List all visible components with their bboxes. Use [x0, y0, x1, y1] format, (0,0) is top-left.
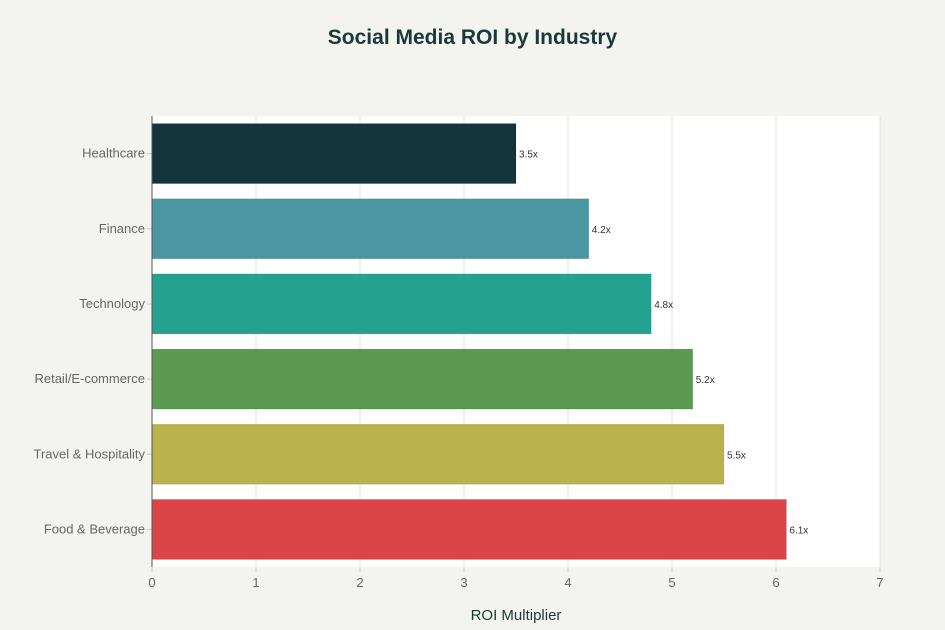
y-tick-label: Technology: [79, 296, 145, 311]
data-label: 5.2x: [696, 375, 715, 386]
y-tick-label: Retail/E-commerce: [34, 371, 145, 386]
data-label: 3.5x: [519, 150, 538, 161]
bar-retail-e-commerce: [151, 348, 694, 410]
bar-travel-hospitality: [151, 423, 725, 485]
plot-area: [152, 116, 880, 567]
bar-food-beverage: [151, 498, 787, 560]
data-label: 6.1x: [789, 525, 808, 536]
x-tick-label: 5: [668, 575, 675, 590]
data-label: 4.2x: [592, 225, 611, 236]
x-tick-label: 4: [564, 575, 571, 590]
x-tick-label: 0: [148, 575, 155, 590]
y-tick-label: Finance: [99, 221, 145, 236]
y-tick-label: Travel & Hospitality: [34, 446, 146, 461]
bar-healthcare: [151, 123, 517, 185]
data-label: 5.5x: [727, 450, 746, 461]
bar-technology: [151, 273, 652, 335]
x-tick-label: 7: [876, 575, 883, 590]
data-label: 4.8x: [654, 300, 673, 311]
x-tick-label: 3: [460, 575, 467, 590]
x-tick-label: 2: [356, 575, 363, 590]
x-tick-label: 6: [772, 575, 779, 590]
chart-title: Social Media ROI by Industry: [327, 26, 618, 49]
y-tick-label: Healthcare: [82, 146, 145, 161]
x-tick-label: 1: [252, 575, 259, 590]
bar-finance: [151, 198, 590, 260]
x-axis-title: ROI Multiplier: [471, 607, 562, 624]
y-tick-label: Food & Beverage: [44, 521, 145, 536]
